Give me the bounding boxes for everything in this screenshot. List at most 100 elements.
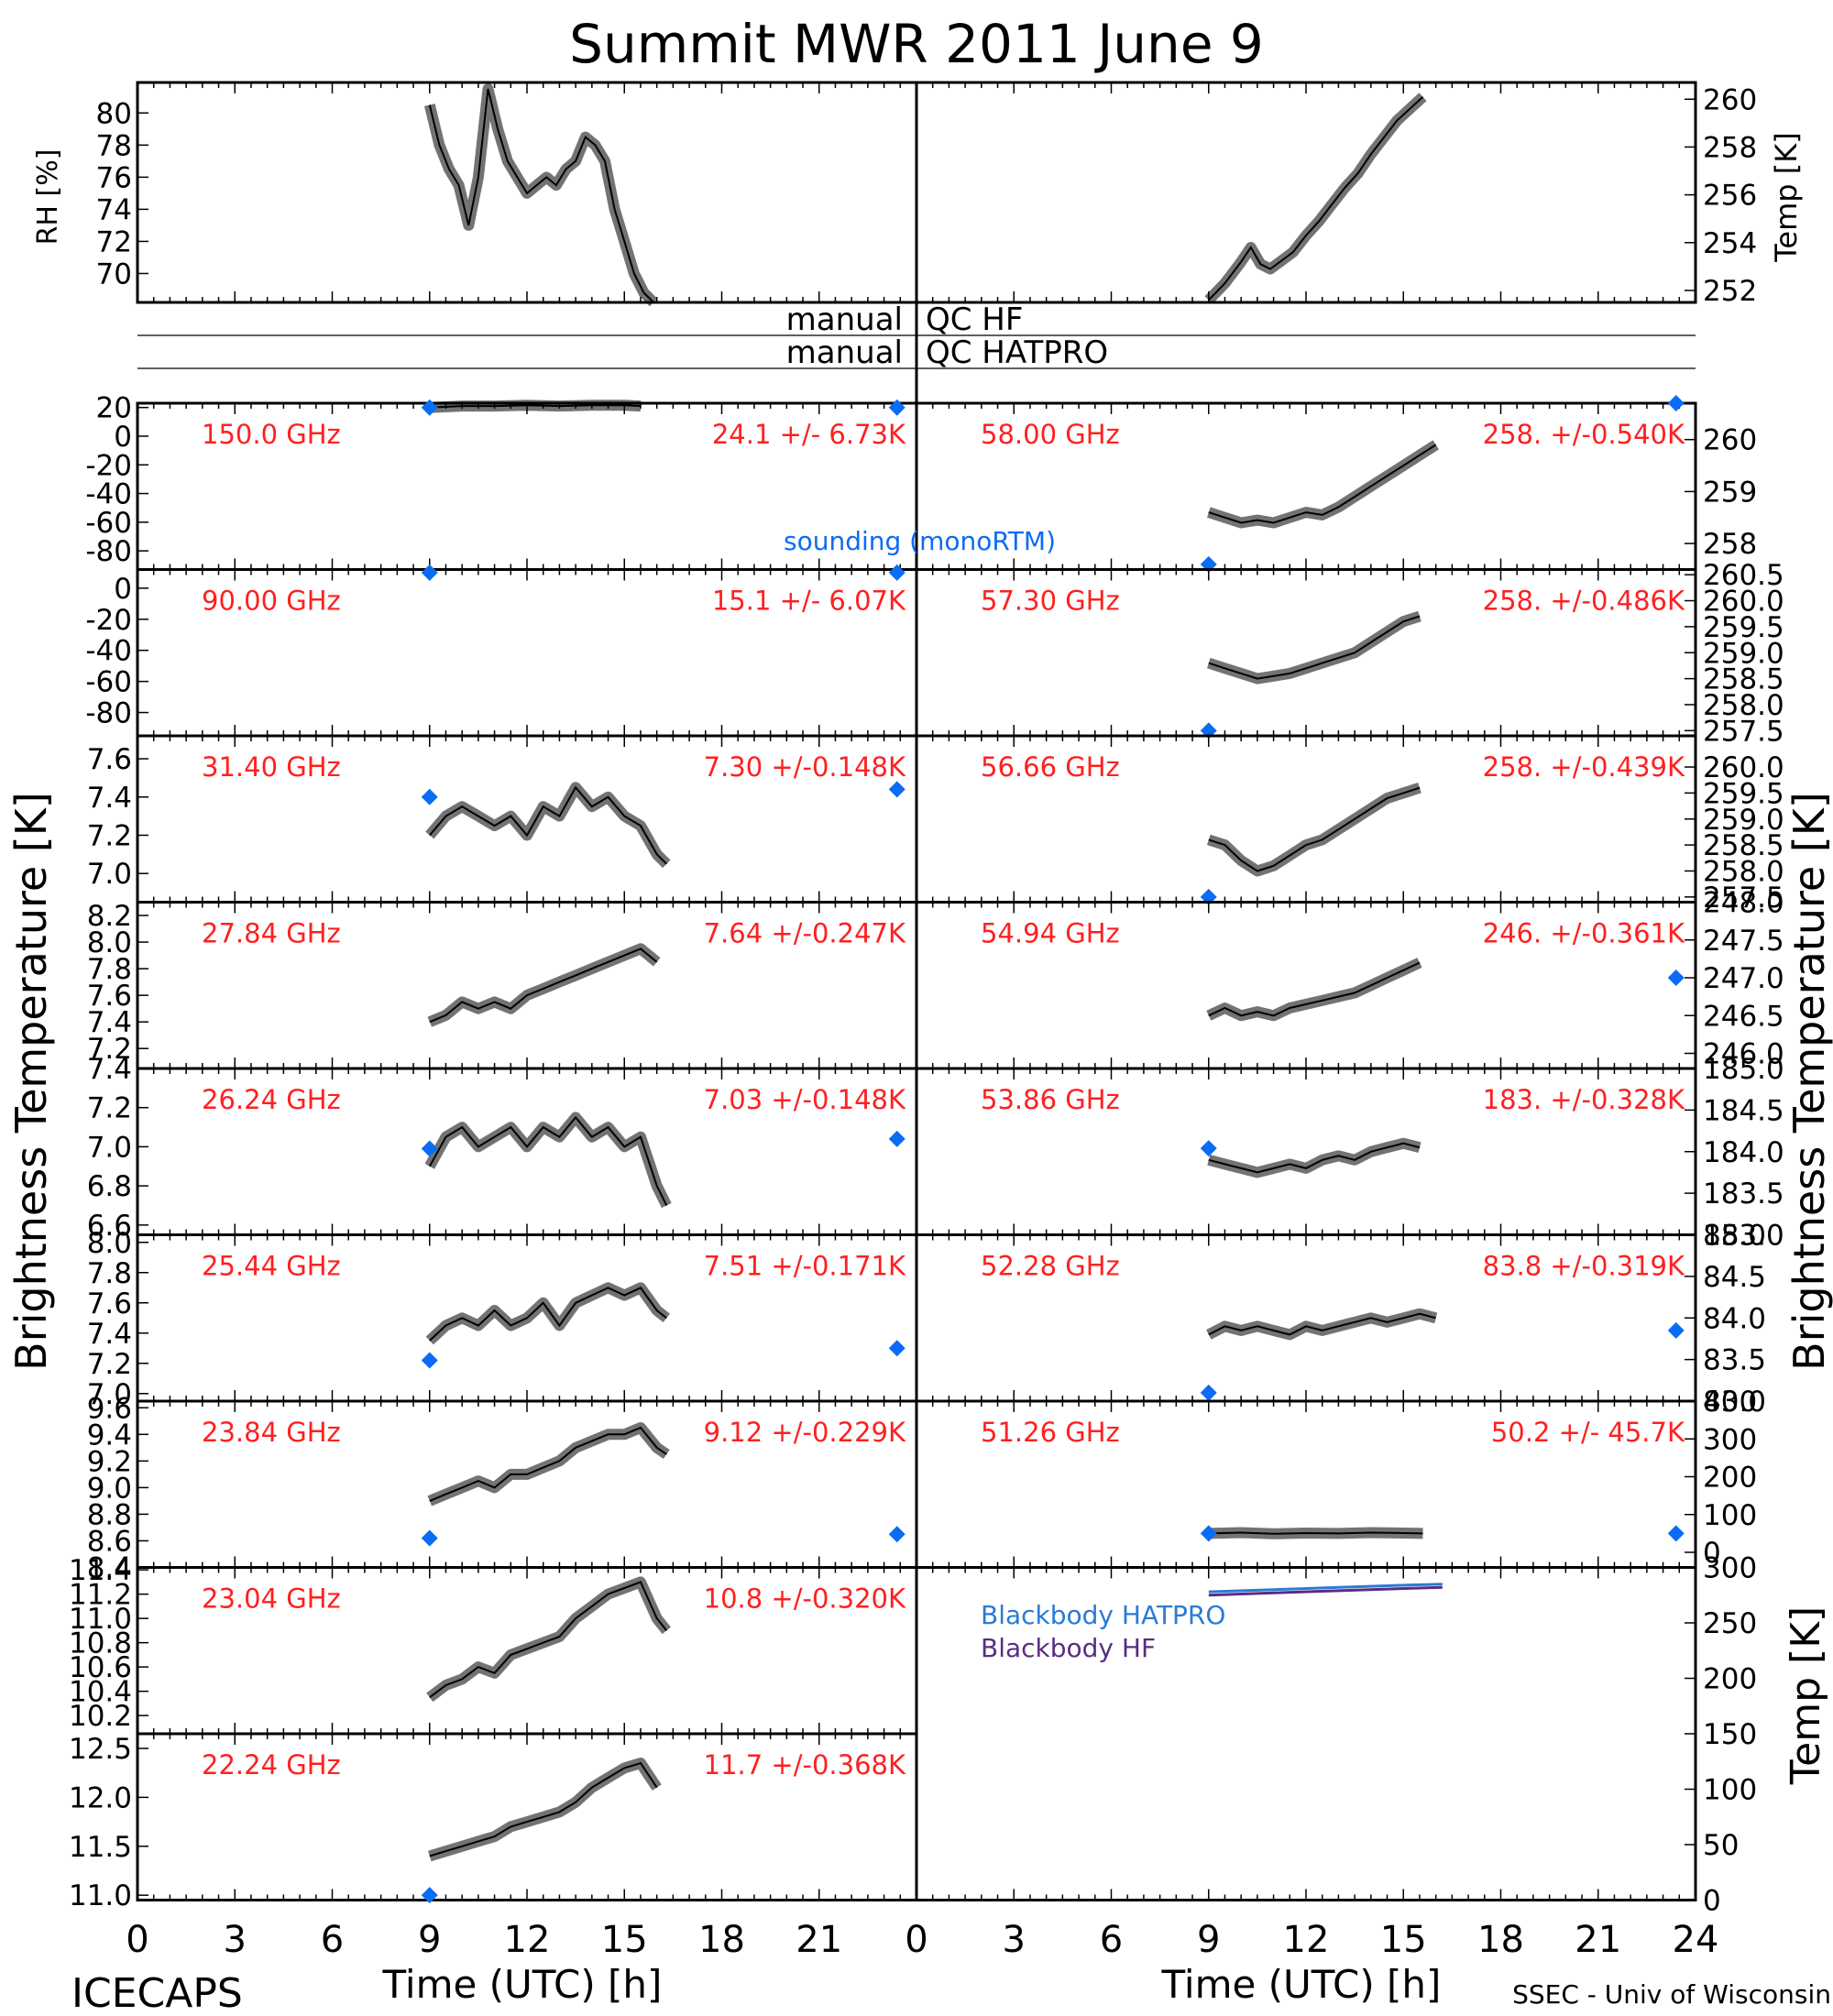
y-tick-label: -20 <box>85 604 132 637</box>
trace-band <box>427 1422 670 1507</box>
y-tick-label: 80 <box>96 97 132 130</box>
y-tick-label: 72 <box>96 225 132 258</box>
y-tick-label: 83.0 <box>1703 1386 1766 1419</box>
trace-band <box>425 782 671 869</box>
y-tick-label: 260 <box>1703 83 1757 116</box>
y-tick-label: 10.6 <box>69 1651 132 1684</box>
trace-line <box>1208 1142 1421 1174</box>
y-tick-label: 246.0 <box>1703 1038 1784 1071</box>
x-tick-label-right: 12 <box>1283 1919 1330 1961</box>
y-tick-label: 260.0 <box>1703 586 1784 619</box>
sounding-point <box>421 788 438 805</box>
y-tick-label: 7.2 <box>87 1092 132 1125</box>
y-tick-label: -60 <box>85 666 132 699</box>
y-tick-label: 7.0 <box>87 1131 132 1164</box>
stat-label: 10.8 +/-0.320K <box>704 1583 906 1615</box>
y-tick-label: 12.0 <box>69 1781 132 1814</box>
y-tick-label: 74 <box>96 193 132 226</box>
y-tick-label: -80 <box>85 697 132 730</box>
sounding-point <box>421 1887 438 1904</box>
sounding-point <box>888 564 906 581</box>
y-tick-label: 70 <box>96 257 132 290</box>
y-tick-label: 300 <box>1703 1552 1757 1585</box>
sounding-point <box>1667 395 1685 411</box>
x-tick-label-right: 6 <box>1100 1919 1123 1961</box>
sounding-point <box>1200 1525 1217 1542</box>
right-panel-3: 248.0 247.5 247.0 246.5 246.0 54.94 GHz 246. +… <box>915 887 1784 1071</box>
panel-frame <box>915 81 1697 304</box>
freq-label: 51.26 GHz <box>981 1417 1120 1448</box>
x-tick-label-left: 0 <box>126 1919 148 1961</box>
y-tick-label: 7.6 <box>87 1287 132 1320</box>
stat-label: 258. +/-0.540K <box>1483 419 1685 450</box>
freq-label: 57.30 GHz <box>981 586 1120 617</box>
sounding-point <box>888 1526 906 1543</box>
y-tick-label: 150 <box>1703 1718 1757 1751</box>
left-panel-5: 8.07.87.67.47.27.0 25.44 GHz 7.51 +/-0.171… <box>87 1227 918 1411</box>
sounding-point <box>1200 1140 1217 1157</box>
left-panel-3: 8.28.07.87.67.47.2 27.84 GHz 7.64 +/-0.247… <box>87 900 918 1070</box>
qc-strips: manual QC HF manual QC HATPRO <box>137 301 1696 371</box>
y-tick-label: 258.5 <box>1703 663 1784 696</box>
y-tick-label: 259.0 <box>1703 804 1784 837</box>
left-panel-1: 0-20-40-60-80 90.00 GHz 15.1 +/- 6.07K <box>85 564 918 738</box>
xlabel-left: Time (UTC) [h] <box>382 1962 663 2007</box>
freq-label: 150.0 GHz <box>202 419 341 450</box>
y-tick-label: 248.0 <box>1703 887 1784 920</box>
y-tick-label: 259.5 <box>1703 611 1784 644</box>
y-tick-label: 11.2 <box>69 1579 132 1612</box>
y-tick-label: 247.5 <box>1703 925 1784 958</box>
y-tick-label: 85.0 <box>1703 1220 1766 1253</box>
freq-label: 25.44 GHz <box>202 1251 341 1282</box>
sounding-point <box>421 564 438 581</box>
qc-hf-right: QC HF <box>926 301 1023 338</box>
y-tick-label: 9.6 <box>87 1392 132 1425</box>
y-tick-label: 0 <box>114 421 132 454</box>
trace-line <box>1208 615 1421 680</box>
sounding-point <box>421 1352 438 1369</box>
x-tick-label-right: 18 <box>1477 1919 1524 1961</box>
freq-label: 22.24 GHz <box>202 1749 341 1780</box>
y-tick-label: 183.0 <box>1703 1220 1784 1253</box>
y-tick-label: 183.5 <box>1703 1178 1784 1211</box>
y-tick-label: 10.2 <box>69 1700 132 1733</box>
x-tick-label-left: 12 <box>504 1919 551 1961</box>
y-tick-label: 6.6 <box>87 1210 132 1243</box>
sounding-point <box>888 399 906 416</box>
y-tick-label: 7.2 <box>87 819 132 852</box>
trace-band <box>1206 440 1439 529</box>
trace-band <box>426 1576 671 1703</box>
y-tick-label: 12.5 <box>69 1733 132 1766</box>
y-tick-label: 260.0 <box>1703 751 1784 784</box>
y-tick-label: 8.0 <box>87 926 132 959</box>
trace-line <box>429 785 668 865</box>
stat-label: 258. +/-0.486K <box>1483 586 1685 617</box>
y-tick-label: 8.2 <box>87 900 132 933</box>
y-tick-label: 50 <box>1703 1829 1739 1862</box>
sounding-point <box>1667 1525 1685 1542</box>
y-tick-label: 8.8 <box>87 1498 132 1531</box>
trace-line <box>1208 1531 1423 1535</box>
stat-label: 7.51 +/-0.171K <box>704 1251 906 1282</box>
y-tick-label: 11.0 <box>69 1879 132 1912</box>
y-tick-label: -40 <box>85 478 132 511</box>
x-tick-label-left: 6 <box>321 1919 344 1961</box>
y-tick-label: 184.5 <box>1703 1094 1784 1127</box>
y-tick-label: 76 <box>96 161 132 194</box>
trace-line <box>429 1287 667 1342</box>
x-tick-label-left: 3 <box>224 1919 247 1961</box>
y-tick-label: 7.0 <box>87 1378 132 1411</box>
sounding-point <box>1200 1384 1217 1401</box>
x-tick-label-right: 24 <box>1673 1919 1719 1961</box>
sounding-point <box>421 1140 438 1157</box>
sounding-point <box>421 399 438 416</box>
trace-line <box>429 1426 667 1502</box>
trace-band <box>1206 610 1421 685</box>
y-tick-label: 258 <box>1703 528 1757 561</box>
sounding-point <box>1667 970 1685 986</box>
right-panel-4: 185.0 184.5 184.0 183.5 183.0 53.86 GHz 183. +… <box>915 1053 1784 1253</box>
y-tick-label: 258.0 <box>1703 689 1784 722</box>
qc-hf-left: manual <box>786 301 903 338</box>
